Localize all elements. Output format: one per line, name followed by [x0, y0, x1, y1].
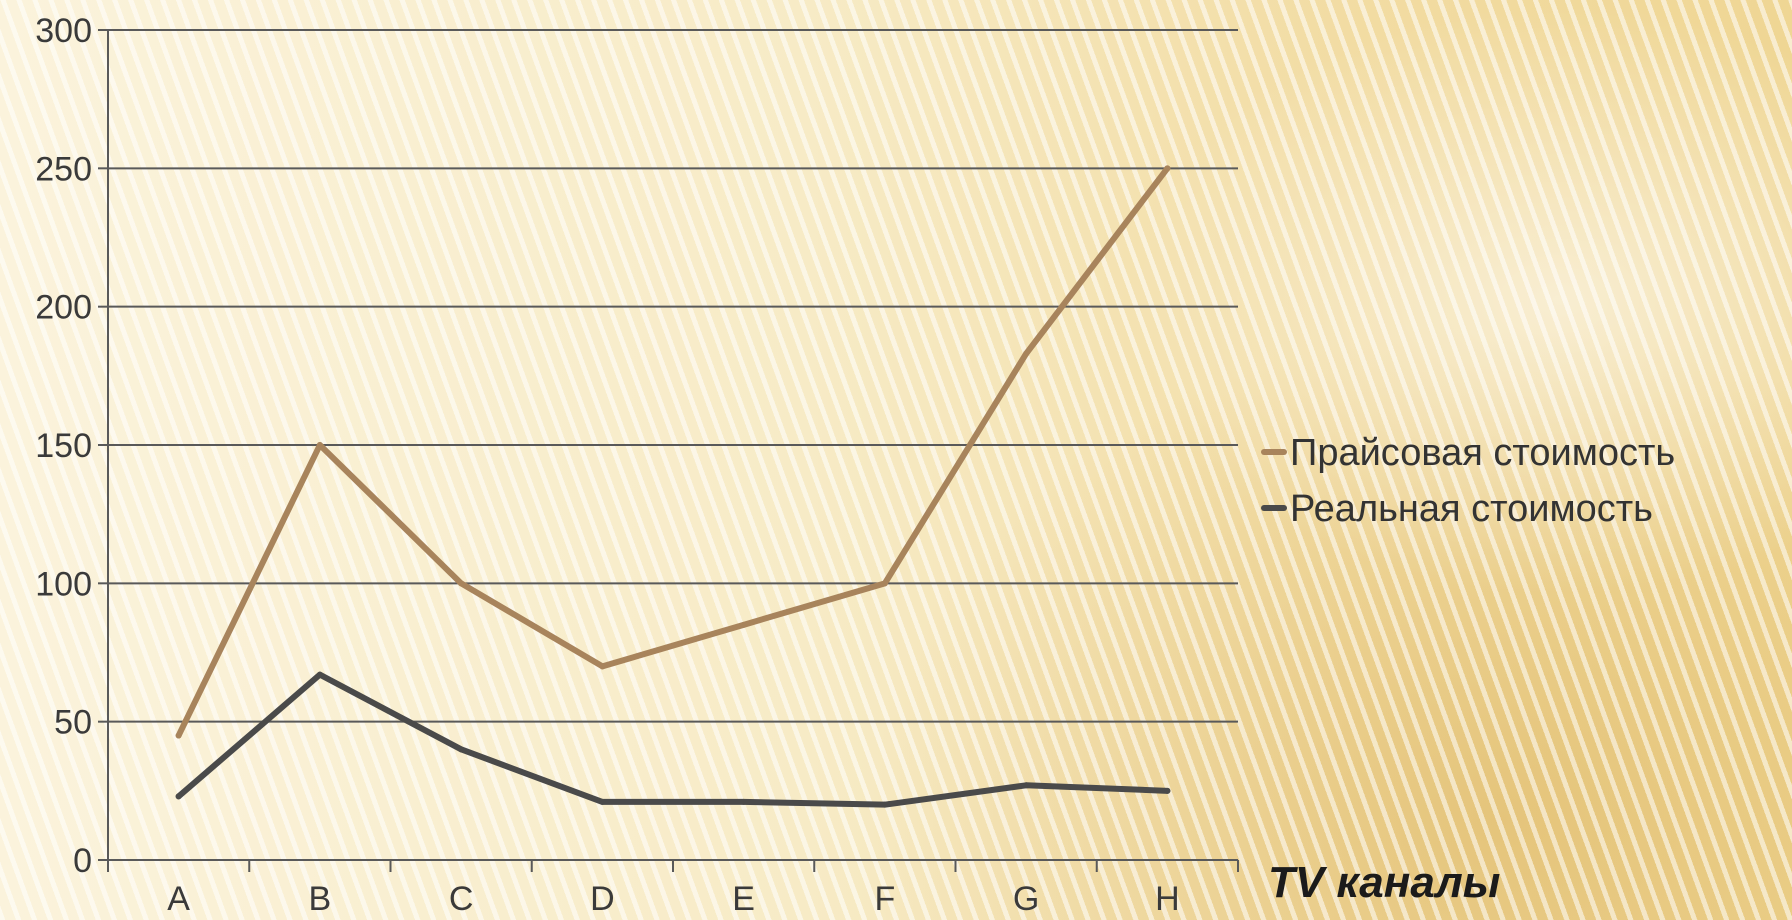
- y-tick-label: 250: [35, 150, 92, 188]
- data-point: [881, 580, 888, 587]
- y-tick-label: 150: [35, 427, 92, 465]
- y-tick-label: 200: [35, 289, 92, 327]
- x-tick-label: F: [874, 880, 895, 918]
- data-point: [175, 793, 182, 800]
- y-tick-label: 100: [35, 565, 92, 603]
- x-tick-label: C: [449, 880, 474, 918]
- data-point: [740, 798, 747, 805]
- gridlines: [108, 29, 1238, 723]
- legend-label: Прайсовая стоимость: [1290, 432, 1675, 474]
- data-point: [1164, 165, 1171, 172]
- series-line-1: [175, 165, 1171, 739]
- x-tick-label: D: [590, 880, 615, 918]
- legend-label: Реальная стоимость: [1290, 488, 1653, 530]
- x-tick-label: E: [732, 880, 755, 918]
- data-point: [316, 442, 323, 448]
- x-tick-label: A: [167, 880, 190, 918]
- data-point: [599, 798, 606, 805]
- data-point: [881, 801, 888, 808]
- data-point: [1023, 782, 1030, 789]
- data-point: [458, 580, 465, 587]
- data-point: [599, 663, 606, 670]
- data-point: [458, 746, 465, 753]
- x-tick-label: H: [1155, 880, 1180, 918]
- data-point: [1164, 787, 1171, 794]
- x-axis-ticks: A B C D E F G H: [107, 860, 1239, 918]
- data-point: [175, 732, 182, 739]
- legend: Прайсовая стоимость Реальная стоимость: [1261, 432, 1675, 530]
- data-point: [316, 671, 323, 678]
- y-tick-label: 50: [54, 704, 92, 742]
- y-tick-label: 300: [35, 12, 92, 50]
- y-axis-ticks: 0 50 100 150 200 250 300: [35, 12, 108, 880]
- x-axis-title: TV каналы: [1268, 858, 1501, 907]
- y-tick-label: 0: [73, 842, 92, 880]
- series-lines: [175, 165, 1171, 808]
- data-point: [740, 621, 747, 628]
- series-line-2: [175, 671, 1171, 808]
- data-point: [1023, 350, 1030, 357]
- x-tick-label: B: [309, 880, 332, 918]
- x-tick-label: G: [1013, 880, 1039, 918]
